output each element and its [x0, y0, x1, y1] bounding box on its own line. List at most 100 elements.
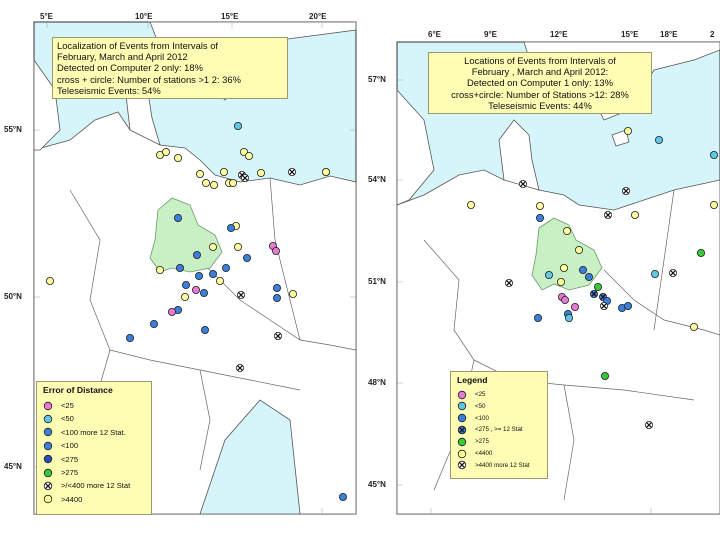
- event-marker: [167, 307, 176, 316]
- title-line: Localization of Events from Intervals of: [57, 40, 219, 51]
- event-marker: [338, 492, 347, 501]
- event-marker: [623, 301, 632, 310]
- event-marker: [244, 151, 253, 160]
- legend-item: <50: [457, 401, 486, 412]
- event-marker: [272, 283, 281, 292]
- legend-label: >4400: [61, 494, 83, 504]
- event-marker: [173, 153, 182, 162]
- event-marker: [208, 269, 217, 278]
- legend-label: <100: [475, 414, 489, 422]
- event-marker: [195, 169, 204, 178]
- event-marker-cross: [238, 292, 244, 298]
- event-marker-cross: [275, 333, 281, 339]
- legend-label: <275 , >= 12 Stat: [475, 426, 523, 434]
- event-marker: [200, 325, 209, 334]
- title-line: February, March and April 2012: [57, 51, 188, 63]
- legend-item: <4400: [457, 448, 492, 459]
- lon-tick: 15°E: [621, 30, 639, 39]
- event-marker-cross: [623, 188, 629, 194]
- event-marker: [43, 495, 53, 504]
- event-marker: [630, 210, 639, 219]
- event-marker: [46, 276, 55, 285]
- event-marker: [126, 333, 135, 342]
- legend-right: Legend <25 <50 <100 <275 , >= 12 Stat >275 <4…: [450, 371, 548, 479]
- lat-tick: 45°N: [4, 462, 22, 471]
- lon-tick: 15°E: [221, 12, 239, 21]
- event-marker-cross: [44, 482, 52, 489]
- title-line: Teleseismic Events: 44%: [488, 99, 592, 111]
- legend-symbol-icon: [457, 401, 467, 411]
- event-marker: [709, 200, 718, 209]
- lat-tick: 45°N: [368, 480, 386, 489]
- legend-left: Error of Distance <25 <50 <100 more 12 Sta…: [36, 381, 152, 515]
- event-marker: [288, 289, 297, 298]
- event-marker: [562, 226, 571, 235]
- lon-tick: 9°E: [484, 30, 497, 39]
- event-marker: [228, 178, 237, 187]
- event-marker: [226, 223, 235, 232]
- event-marker: [600, 371, 609, 380]
- event-marker-cross: [670, 270, 676, 276]
- event-marker-cross: [600, 294, 606, 300]
- legend-symbol-icon: [43, 427, 53, 437]
- legend-symbol-icon: [43, 468, 53, 478]
- event-marker-cross: [601, 303, 607, 309]
- legend-item: <275: [43, 454, 78, 465]
- event-marker: [457, 449, 467, 458]
- event-marker: [559, 263, 568, 272]
- legend-item: <100 more 12 Stat.: [43, 427, 126, 438]
- legend-item: <275 , >= 12 Stat: [457, 424, 523, 435]
- legend-item: >4400 more 12 Stat: [457, 460, 530, 471]
- event-marker: [689, 322, 698, 331]
- event-marker: [161, 147, 170, 156]
- event-marker: [233, 242, 242, 251]
- legend-label: >/<400 more 12 Stat: [61, 481, 131, 491]
- event-marker-cross: [289, 169, 295, 175]
- title-line: Detected on Computer 1 only: 13%: [467, 77, 613, 89]
- legend-symbol-icon: [457, 449, 467, 459]
- lon-tick: 12°E: [550, 30, 568, 39]
- legend-item: >/<400 more 12 Stat: [43, 480, 130, 491]
- event-marker-cross: [458, 462, 466, 469]
- event-marker: [201, 178, 210, 187]
- event-markers-right: [467, 127, 718, 429]
- event-marker: [457, 413, 467, 423]
- event-marker-cross: [242, 175, 248, 181]
- lat-tick: 50°N: [4, 292, 22, 301]
- title-line: cross + circle: Number of stations >1 2:…: [57, 73, 241, 85]
- land-uk: [33, 58, 61, 151]
- event-marker: [271, 246, 280, 255]
- event-marker: [43, 441, 53, 450]
- land-denmark: [498, 119, 540, 191]
- event-marker: [209, 180, 218, 189]
- event-marker: [233, 122, 242, 131]
- sea-adriatic: [199, 399, 301, 515]
- legend-label: <4400: [475, 450, 493, 457]
- highlight-region: [149, 197, 223, 273]
- event-marker: [242, 253, 251, 262]
- legend-symbol-icon: [457, 390, 467, 400]
- event-marker: [535, 213, 544, 222]
- event-marker: [321, 167, 330, 176]
- legend-label: >4400 more 12 Stat: [475, 461, 530, 469]
- event-marker: [194, 271, 203, 280]
- event-marker: [584, 272, 593, 281]
- land-uk: [396, 88, 435, 206]
- event-marker: [43, 414, 53, 424]
- event-marker: [696, 248, 705, 257]
- event-marker: [215, 276, 224, 285]
- event-marker: [709, 150, 718, 159]
- event-marker: [221, 263, 230, 272]
- legend-symbol-icon: [43, 481, 53, 491]
- event-marker: [533, 313, 542, 322]
- graticule: [397, 79, 652, 514]
- event-marker-cross: [239, 172, 245, 178]
- legend-symbol-icon: [43, 454, 53, 464]
- lon-tick: 5°E: [40, 12, 53, 21]
- event-marker-cross: [646, 422, 652, 428]
- event-marker: [593, 282, 602, 291]
- map-title-box: Locations of Events from Intervals of Fe…: [428, 52, 652, 115]
- event-marker: [191, 285, 200, 294]
- event-marker-cross: [237, 365, 243, 371]
- legend-title: Error of Distance: [43, 385, 113, 395]
